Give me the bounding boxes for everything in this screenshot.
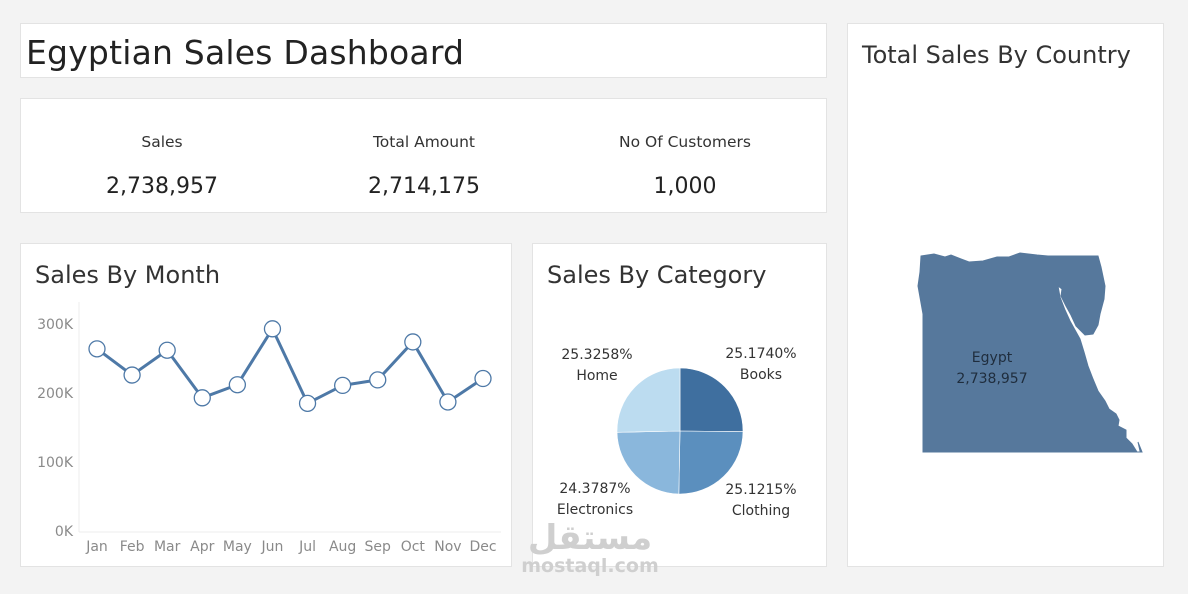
sales-by-country-title: Total Sales By Country: [862, 41, 1131, 69]
x-tick-label: Sep: [365, 539, 392, 555]
x-tick-label: Jan: [85, 539, 108, 555]
data-point: [193, 389, 211, 407]
pie-category-label: Home: [576, 368, 617, 384]
data-point: [369, 371, 387, 389]
x-tick-label: Apr: [190, 539, 214, 555]
x-tick-label: Dec: [469, 539, 496, 555]
pie-category-label: Clothing: [732, 503, 790, 519]
sales-by-month-chart: 0K 100K 200K 300K Jan Feb Mar Apr May Jun Jul Aug Se…: [37, 302, 501, 555]
pie-percent-label: 25.1215%: [725, 482, 796, 498]
pie-category-label: Books: [740, 367, 782, 383]
data-point: [123, 366, 141, 384]
data-point: [404, 333, 422, 351]
sales-by-month-panel: Sales By Month 0K 100K 200K 300K Jan Feb Mar Ap…: [20, 243, 512, 567]
y-tick-label: 200K: [37, 386, 74, 402]
x-tick-label: Jul: [298, 539, 316, 555]
pie-slice: [678, 430, 744, 495]
watermark: مستقل mostaql.com: [510, 520, 670, 576]
x-tick-label: Aug: [329, 539, 356, 555]
pie-percent-label: 25.3258%: [561, 347, 632, 363]
sales-line: [96, 327, 484, 405]
kpi-total-amount-value: 2,714,175: [368, 174, 480, 199]
sales-by-country-panel: Total Sales By Country Egypt 2,738,957: [847, 23, 1164, 567]
pie-slice: [616, 430, 681, 495]
sales-by-country-map: Egypt 2,738,957: [917, 252, 1143, 453]
sales-by-category-chart: 25.1740% Books 25.1215% Clothing 24.3787% Ele…: [557, 346, 797, 519]
data-point: [88, 340, 106, 358]
kpi-total-amount-label: Total Amount: [372, 133, 476, 151]
x-tick-label: Oct: [401, 539, 426, 555]
y-tick-label: 100K: [37, 455, 74, 471]
pie-percent-label: 25.1740%: [725, 346, 796, 362]
map-label-country: Egypt: [972, 350, 1013, 366]
kpi-customers-value: 1,000: [653, 174, 717, 199]
kpi-sales-value: 2,738,957: [106, 174, 218, 199]
map-region-egypt[interactable]: [917, 252, 1143, 453]
pie-slice: [679, 367, 744, 432]
data-point: [333, 376, 352, 395]
data-point: [263, 320, 282, 338]
dashboard-title: Egyptian Sales Dashboard: [26, 33, 465, 72]
sales-by-category-title: Sales By Category: [547, 261, 767, 289]
x-tick-label: Nov: [434, 539, 461, 555]
kpi-customers-label: No Of Customers: [619, 133, 751, 151]
data-point: [298, 394, 317, 413]
sales-by-month-title: Sales By Month: [35, 261, 221, 289]
x-tick-label: Jun: [261, 539, 284, 555]
y-tick-label: 0K: [55, 524, 74, 540]
title-panel: Egyptian Sales Dashboard: [20, 23, 827, 78]
pie-percent-label: 24.3787%: [559, 481, 630, 497]
kpi-sales-label: Sales: [141, 133, 183, 151]
data-point: [158, 341, 176, 359]
x-tick-label: May: [223, 539, 252, 555]
sales-by-category-panel: Sales By Category 25.1740% Books 25.1215% C…: [532, 243, 827, 567]
data-point: [228, 376, 247, 394]
x-tick-label: Mar: [154, 539, 181, 555]
data-point: [474, 369, 492, 388]
pie-slice: [616, 367, 681, 433]
y-tick-label: 300K: [37, 317, 74, 333]
data-point: [439, 393, 457, 411]
kpi-panel: Sales 2,738,957 Total Amount 2,714,175 N…: [20, 98, 827, 213]
pie-category-label: Electronics: [557, 502, 633, 518]
watermark-latin: mostaql.com: [521, 555, 659, 577]
watermark-arabic: مستقل: [527, 518, 653, 558]
map-label-value: 2,738,957: [956, 371, 1027, 387]
x-tick-label: Feb: [120, 539, 145, 555]
